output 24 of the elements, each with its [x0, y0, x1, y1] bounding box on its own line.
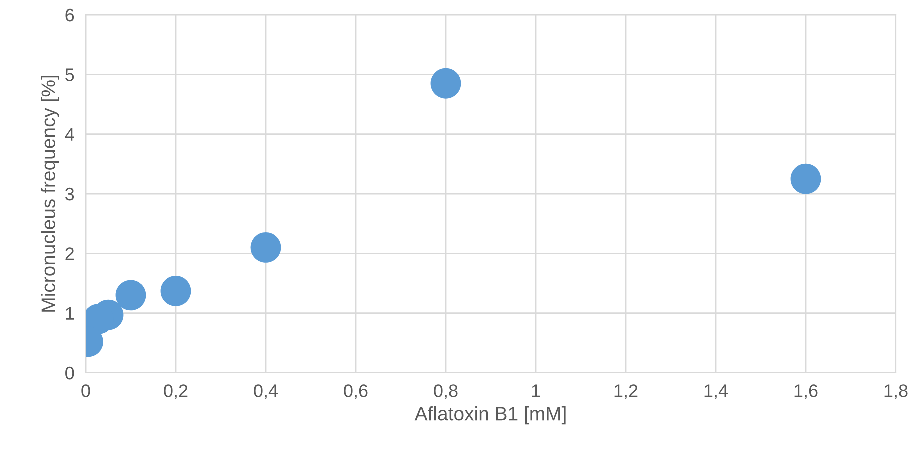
x-tick-label: 0,4: [254, 384, 278, 400]
x-axis-title: Aflatoxin B1 [mM]: [414, 406, 566, 425]
x-tick-label: 0,6: [344, 384, 368, 400]
y-tick-label: 4: [65, 128, 74, 141]
x-tick-label: 1,6: [794, 384, 818, 400]
point: [250, 232, 282, 263]
y-axis-title: Micronucleus frequency [%]: [41, 76, 60, 312]
x-tick-label: 0,8: [434, 384, 458, 400]
x-tick-label: 0: [82, 384, 90, 398]
x-tick-label: 1: [532, 384, 540, 398]
y-tick-label: 3: [66, 188, 74, 201]
y-tick-label: 6: [66, 8, 74, 22]
y-tick-label: 2: [66, 248, 74, 260]
x-tick-label: 1,2: [614, 384, 638, 400]
y-tick-label: 1: [66, 307, 74, 320]
x-tick-label: 1,4: [704, 384, 728, 400]
point: [116, 280, 146, 311]
point: [790, 164, 822, 194]
x-tick-label: 0,2: [164, 384, 188, 400]
y-tick-label: 5: [66, 68, 74, 82]
x-tick-label: 1,8: [884, 384, 908, 400]
point: [160, 276, 192, 306]
y-tick-label: 0: [66, 366, 74, 380]
point: [430, 68, 462, 99]
